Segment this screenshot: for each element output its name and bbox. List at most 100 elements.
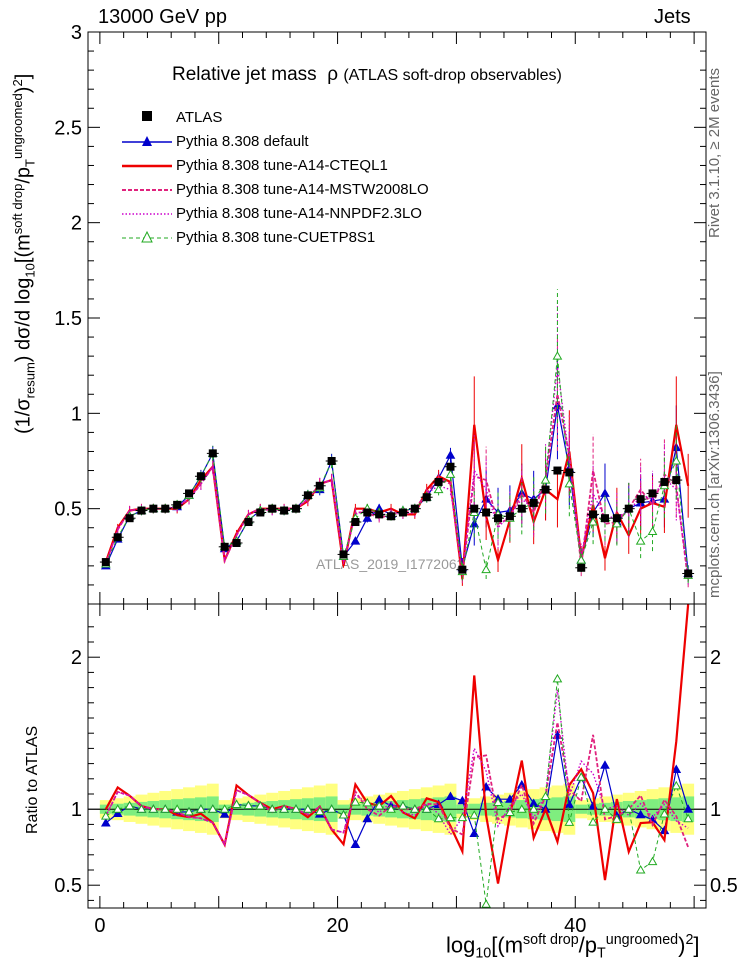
data-point: [672, 476, 681, 485]
series-line-cuetp8s1: [105, 356, 689, 576]
x-axis-label: log10[(msoft drop/pTungroomed)2]: [446, 932, 700, 962]
ratio-point-default: [362, 813, 373, 823]
ratio-line-mstw: [105, 722, 690, 848]
data-point: [220, 542, 229, 551]
ratio-point-cuetp8s1: [576, 772, 587, 781]
chart-title: Relative jet mass ρ (ATLAS soft-drop obs…: [172, 64, 562, 86]
ratio-point-cuetp8s1: [136, 804, 147, 813]
ratio-point-default: [564, 799, 575, 809]
point-cuetp8s1: [635, 536, 646, 545]
data-point: [280, 506, 289, 515]
y-tick-label: 2: [71, 213, 82, 235]
point-cuetp8s1: [588, 517, 598, 526]
x-tick-label: 0: [94, 915, 105, 937]
point-default: [350, 536, 361, 545]
point-cuetp8s1: [481, 564, 491, 574]
legend-markers: [122, 111, 172, 243]
ratio-point-default: [505, 794, 515, 803]
ratio-point-cuetp8s1: [552, 673, 563, 683]
data-point: [113, 533, 122, 542]
point-cuetp8s1: [445, 469, 456, 478]
data-point: [636, 495, 645, 504]
data-point: [327, 457, 336, 465]
data-point: [494, 514, 503, 523]
ratio-y-tick-label: 2: [71, 647, 82, 669]
ratio-point-cuetp8s1: [338, 810, 349, 819]
ratio-point-cuetp8s1: [493, 797, 503, 806]
data-point: [577, 563, 586, 572]
x-tick-label: 20: [326, 915, 348, 937]
data-point: [232, 538, 241, 547]
ratio-point-cuetp8s1: [267, 804, 278, 813]
ratio-point-cuetp8s1: [255, 801, 266, 810]
ratio-point-cuetp8s1: [386, 804, 396, 813]
ratio-point-default: [112, 808, 123, 818]
point-default: [362, 513, 373, 522]
legend-entry-atlas: ATLAS: [176, 109, 223, 126]
data-point: [315, 481, 324, 490]
ratio-point-cuetp8s1: [612, 814, 622, 823]
data-point: [375, 510, 384, 519]
y-tick-label: 0.5: [54, 499, 82, 521]
series-line-nnpdf: [105, 365, 689, 578]
ratio-y-tick-label-right: 1: [710, 799, 721, 821]
y-tick-label: 1: [71, 403, 82, 425]
data-point: [256, 508, 265, 517]
data-point: [387, 512, 396, 521]
data-point: [553, 466, 562, 475]
header-right: Jets: [654, 6, 691, 28]
data-point: [660, 477, 669, 486]
ratio-point-default: [219, 809, 230, 818]
point-cuetp8s1: [552, 351, 563, 360]
y-tick-label: 1.5: [54, 308, 82, 330]
series-line-default: [105, 405, 689, 574]
data-point: [422, 493, 431, 502]
legend-marker-default: [142, 136, 152, 146]
ratio-point-cuetp8s1: [588, 817, 598, 826]
data-point: [458, 565, 467, 574]
data-point: [196, 472, 205, 481]
ratio-point-cuetp8s1: [635, 864, 646, 874]
point-default: [445, 450, 456, 459]
data-point: [363, 508, 372, 517]
data-point: [517, 504, 526, 513]
y-tick-label: 2.5: [54, 117, 82, 139]
data-point: [565, 468, 574, 477]
ratio-line-cteql1: [104, 603, 690, 884]
data-point: [149, 504, 158, 513]
ratio-y-tick-label-right: 2: [710, 647, 721, 669]
ratio-point-cuetp8s1: [196, 804, 206, 813]
data-point: [244, 518, 253, 527]
ratio-point-cuetp8s1: [350, 797, 361, 806]
ratio-point-cuetp8s1: [600, 804, 610, 813]
ratio-point-cuetp8s1: [148, 804, 159, 813]
ratio-point-cuetp8s1: [326, 804, 337, 813]
series-mstw: [104, 337, 690, 848]
data-point: [541, 485, 550, 494]
data-point: [398, 508, 407, 517]
data-point: [589, 510, 598, 519]
series-line-mstw: [104, 394, 690, 582]
data-point: [529, 498, 538, 507]
ratio-point-default: [350, 839, 361, 849]
point-cuetp8s1: [612, 518, 622, 528]
data-point: [137, 506, 146, 515]
ratio-point-default: [635, 809, 646, 819]
y-tick-label: 3: [71, 22, 82, 44]
series-atlas: [99, 449, 695, 578]
legend-marker-atlas: [142, 111, 152, 121]
ratio-point-cuetp8s1: [362, 797, 373, 807]
ratio-point-cuetp8s1: [505, 807, 515, 817]
series-default: [100, 352, 694, 849]
ratio-point-cuetp8s1: [374, 800, 385, 810]
ratio-point-cuetp8s1: [231, 799, 242, 808]
ratio-point-cuetp8s1: [172, 804, 182, 813]
ratio-point-cuetp8s1: [100, 811, 111, 820]
ratio-point-cuetp8s1: [421, 804, 432, 813]
data-point: [612, 514, 621, 523]
ratio-point-cuetp8s1: [671, 780, 682, 790]
ratio-point-cuetp8s1: [481, 899, 491, 908]
data-point: [125, 514, 134, 523]
data-point: [600, 514, 609, 523]
chart-title-text: Relative jet mass: [172, 64, 317, 85]
